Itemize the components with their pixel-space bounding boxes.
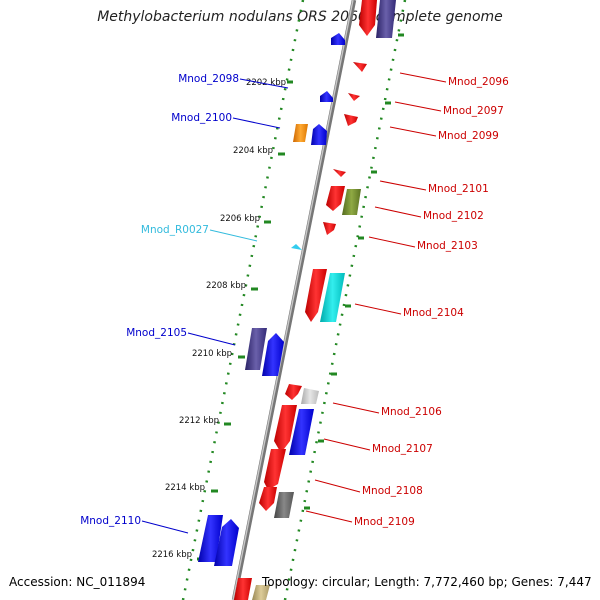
gene-arrow (353, 62, 367, 72)
tick-label: 2212 kbp (179, 416, 219, 426)
gene-arrow (311, 124, 327, 145)
gene-arrow (214, 519, 239, 566)
gene-arrow (342, 189, 361, 215)
gene-label: Mnod_2110 (80, 515, 141, 527)
gene-arrow (326, 186, 345, 211)
gene-label: Mnod_2100 (171, 112, 232, 124)
gene-label: Mnod_2097 (443, 105, 504, 117)
gene-arrow (264, 449, 286, 490)
gene-label: Mnod_2103 (417, 240, 478, 252)
inner-dotted-track (283, 0, 407, 600)
gene-label: Mnod_2104 (403, 307, 464, 319)
inner-track-ticks (304, 33, 404, 510)
axis-tick-marks (197, 80, 293, 561)
gene-arrow (274, 405, 297, 453)
gene-label: Mnod_2098 (178, 73, 239, 85)
gene-label: Mnod_2106 (381, 406, 442, 418)
gene-label: Mnod_2101 (428, 183, 489, 195)
gene-label: Mnod_R0027 (141, 224, 209, 236)
topology-text: Topology: circular; Length: 7,772,460 bp… (262, 575, 592, 589)
gene-arrow (376, 0, 396, 38)
tick-label: 2204 kbp (233, 146, 273, 156)
gene-arrow (274, 492, 294, 518)
gene-arrow (252, 585, 270, 600)
accession-text: Accession: NC_011894 (9, 575, 146, 589)
tick-label: 2214 kbp (165, 483, 205, 493)
gene-arrow (301, 388, 319, 404)
tick-label: 2210 kbp (192, 349, 232, 359)
outer-dotted-track (181, 0, 305, 600)
genome-backbone (231, 0, 357, 600)
gene-arrow (320, 273, 345, 322)
forward-leaders (141, 78, 289, 534)
forward-strand-genes (198, 33, 345, 566)
gene-arrow (305, 269, 327, 322)
gene-label: Mnod_2096 (448, 76, 509, 88)
gene-arrow (245, 328, 267, 370)
gene-arrow (198, 515, 223, 562)
gene-arrow (262, 333, 284, 376)
gene-arrow (323, 222, 336, 235)
gene-arrow (234, 578, 252, 600)
gene-label: Mnod_2102 (423, 210, 484, 222)
gene-arrow (348, 93, 360, 101)
gene-label: Mnod_2109 (354, 516, 415, 528)
gene-label: Mnod_2108 (362, 485, 423, 497)
gene-arrow (320, 91, 333, 102)
gene-label: Mnod_2105 (126, 327, 187, 339)
reverse-strand-genes (234, 0, 396, 600)
gene-arrow (331, 33, 345, 45)
tick-label: 2208 kbp (206, 281, 246, 291)
gene-arrow (359, 0, 377, 36)
gene-label: Mnod_2099 (438, 130, 499, 142)
gene-arrow (291, 244, 302, 250)
tick-label: 2216 kbp (152, 550, 192, 560)
gene-arrow (289, 409, 314, 455)
gene-arrow (285, 384, 302, 400)
reverse-leaders (305, 72, 447, 523)
tick-label: 2202 kbp (246, 78, 286, 88)
gene-arrow (259, 487, 277, 511)
gene-arrow (333, 169, 346, 177)
gene-label: Mnod_2107 (372, 443, 433, 455)
gene-arrow (293, 124, 308, 142)
tick-label: 2206 kbp (220, 214, 260, 224)
gene-arrow (344, 114, 358, 126)
